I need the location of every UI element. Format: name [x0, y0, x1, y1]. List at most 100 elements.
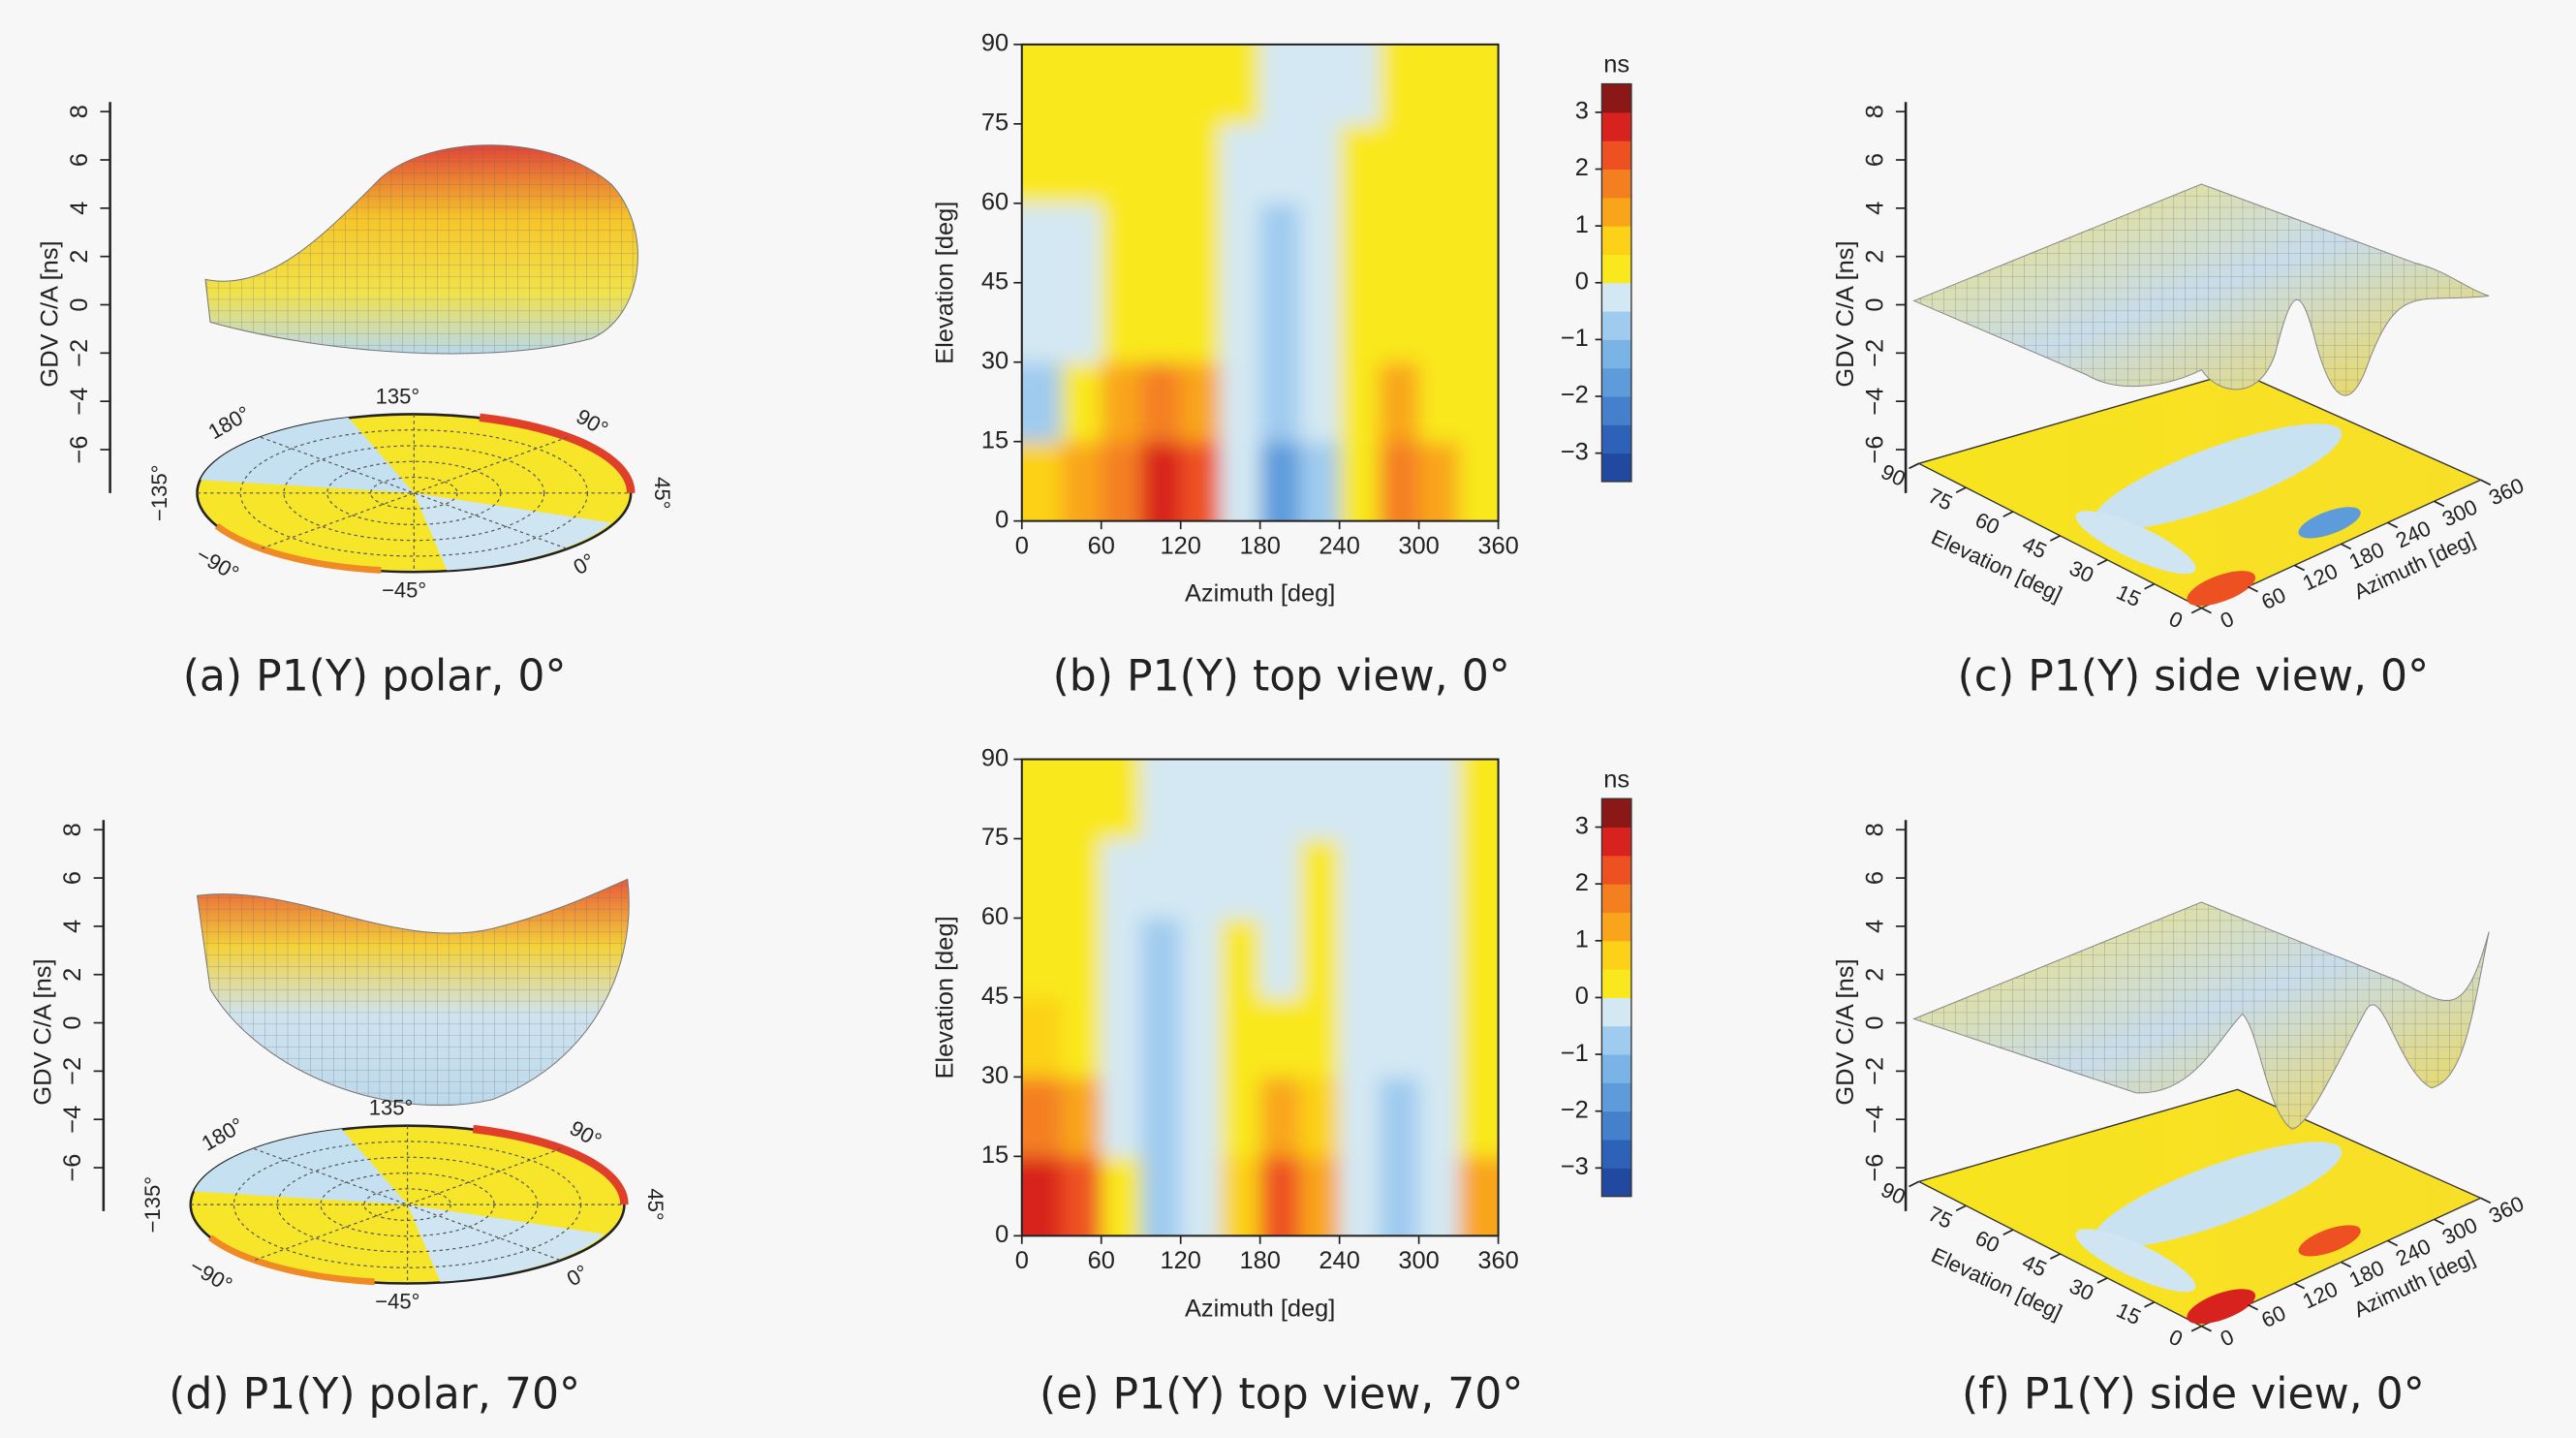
z-tick-label: 6 — [59, 871, 86, 885]
angle-label: 180° — [204, 401, 255, 444]
y-tick-label: 45 — [981, 267, 1009, 295]
y-tick-label: 30 — [2065, 555, 2097, 587]
cell — [1220, 918, 1261, 999]
y-tick-label: 45 — [981, 983, 1009, 1010]
x-tick-label: 300 — [1398, 1247, 1439, 1274]
colorbar-swatch — [1601, 1168, 1631, 1198]
x-tick-label: 300 — [1398, 533, 1439, 560]
cell — [1061, 441, 1102, 521]
cell — [1220, 203, 1261, 284]
floor-region — [2298, 1225, 2361, 1257]
x-tick — [2341, 543, 2352, 550]
cell — [1101, 759, 1142, 840]
polar-rim — [207, 1235, 375, 1286]
y-tick — [2190, 607, 2202, 614]
colorbar-swatch — [1601, 226, 1631, 255]
cell — [1180, 282, 1222, 363]
cell — [1259, 1077, 1301, 1158]
y-tick-label: 75 — [981, 109, 1009, 137]
angle-label: 135° — [376, 384, 420, 408]
cell — [1021, 918, 1063, 999]
y-tick — [1909, 462, 1920, 470]
x-tick-label: 240 — [1319, 533, 1359, 560]
y-tick-label: 75 — [981, 824, 1009, 851]
cell — [1458, 123, 1499, 204]
colorbar-swatch — [1601, 1140, 1631, 1169]
cell — [1418, 203, 1460, 284]
colorbar-swatch — [1601, 254, 1631, 284]
cell — [1220, 1156, 1261, 1236]
y-tick-label: 60 — [981, 903, 1009, 930]
caption: (a) P1(Y) polar, 0° — [183, 651, 567, 701]
colorbar-tick-label: −2 — [1561, 382, 1589, 409]
cell — [1101, 203, 1142, 284]
z-tick-label: 2 — [1861, 250, 1888, 264]
colorbar-swatch — [1601, 169, 1631, 199]
cell — [1259, 759, 1301, 840]
colorbar-swatch — [1601, 141, 1631, 171]
cell — [1101, 441, 1142, 521]
x-tick — [2480, 479, 2492, 486]
cell — [1220, 1077, 1261, 1158]
surface-mesh — [1912, 901, 2490, 1130]
cell — [1339, 838, 1381, 920]
x-tick-label: 120 — [2299, 558, 2342, 595]
colorbar-tick-label: 1 — [1575, 926, 1589, 953]
angle-label: −90° — [186, 1254, 236, 1297]
cell — [1140, 441, 1182, 521]
y-tick-label: 0 — [995, 1221, 1009, 1248]
y-tick — [2144, 1300, 2156, 1308]
colorbar-swatch — [1601, 453, 1631, 483]
cell — [1259, 838, 1301, 920]
cell — [1299, 361, 1341, 443]
cell — [1180, 123, 1222, 204]
y-tick-label: 0 — [2165, 607, 2187, 634]
cell — [1061, 123, 1102, 204]
cell — [1061, 1156, 1102, 1236]
cell — [1180, 361, 1222, 443]
cell — [1339, 282, 1381, 363]
cell — [1101, 361, 1142, 443]
cell — [1379, 997, 1420, 1078]
cell — [1180, 759, 1222, 840]
z-tick-label: 2 — [66, 250, 93, 264]
caption: (b) P1(Y) top view, 0° — [1053, 651, 1510, 701]
z-tick-label: −2 — [1861, 339, 1888, 367]
x-tick — [2248, 585, 2258, 593]
y-tick — [2096, 559, 2108, 566]
cell — [1379, 759, 1420, 840]
cell — [1458, 441, 1499, 521]
cell — [1458, 759, 1499, 840]
x-tick-label: 120 — [2299, 1276, 2342, 1313]
cell — [1458, 1156, 1499, 1236]
heatmap-cells — [1021, 759, 1499, 1236]
angle-label: 0° — [569, 548, 599, 579]
cell — [1220, 44, 1261, 125]
cell — [1379, 1156, 1420, 1236]
colorbar-swatch — [1601, 827, 1631, 857]
cell — [1140, 918, 1182, 999]
colorbar-swatch — [1601, 367, 1631, 397]
x-tick — [2480, 1197, 2492, 1204]
z-tick-label: −6 — [59, 1154, 86, 1182]
cell — [1339, 1077, 1381, 1158]
cell — [1299, 1077, 1341, 1158]
y-tick-label: 90 — [1878, 1177, 1909, 1209]
cell — [1458, 838, 1499, 920]
y-tick-label: 90 — [981, 744, 1009, 771]
cell — [1140, 997, 1182, 1078]
cell — [1101, 1077, 1142, 1158]
cell — [1021, 203, 1063, 284]
cell — [1140, 838, 1182, 920]
surface-mesh — [196, 878, 630, 1107]
y-tick — [2002, 511, 2014, 517]
x-tick-label: 360 — [2485, 473, 2528, 510]
x-tick-label: 360 — [1477, 1247, 1518, 1274]
z-tick-label: 4 — [1861, 920, 1888, 933]
colorbar-swatch — [1601, 282, 1631, 312]
y-tick — [2144, 582, 2156, 590]
cell — [1180, 441, 1222, 521]
cell — [1379, 1077, 1420, 1158]
colorbar-swatch — [1601, 855, 1631, 885]
cell — [1418, 1077, 1460, 1158]
